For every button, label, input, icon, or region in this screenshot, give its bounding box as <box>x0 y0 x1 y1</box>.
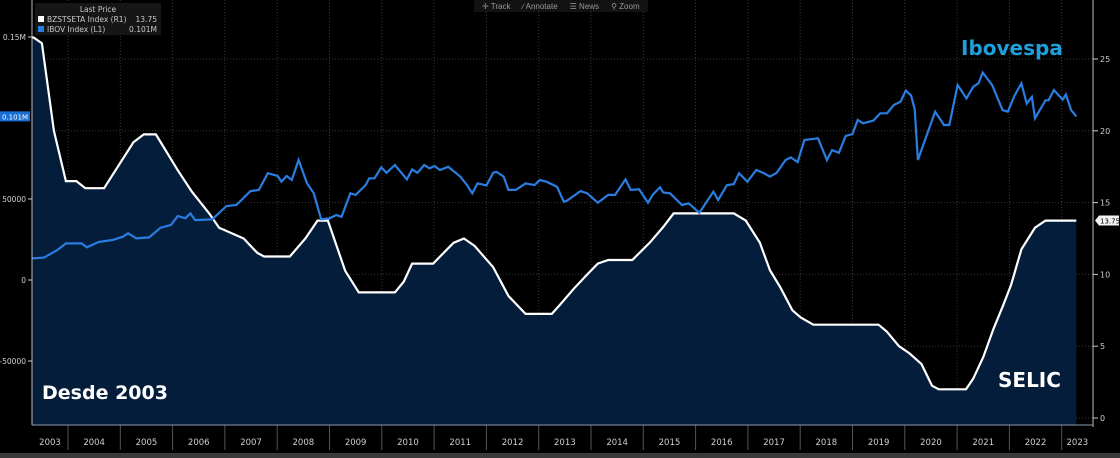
x-tick-label-2021: 2021 <box>972 438 994 448</box>
x-tick-label-2014: 2014 <box>606 438 628 448</box>
news-label: News <box>579 1 600 11</box>
selic-line <box>32 36 1077 391</box>
x-tick-label-2019: 2019 <box>868 438 890 448</box>
legend-value: 0.101M <box>129 24 157 34</box>
x-tick-label-2008: 2008 <box>293 438 315 448</box>
selic-area-fill <box>32 37 1077 425</box>
x-tick-label-2016: 2016 <box>711 438 733 448</box>
selic-annotation: SELIC <box>998 368 1061 392</box>
track-label: Track <box>490 1 511 11</box>
legend-item-selic[interactable]: BZSTSETA Index (R1) 13.75 <box>35 14 161 24</box>
x-tick-label-2013: 2013 <box>554 438 576 448</box>
legend-item-ibov[interactable]: IBOV Index (L1) 0.101M <box>35 24 161 34</box>
x-tick-label-2020: 2020 <box>920 438 942 448</box>
x-tick-label-2012: 2012 <box>502 438 524 448</box>
x-tick-label-2004: 2004 <box>83 438 105 448</box>
x-tick-label-2018: 2018 <box>816 438 838 448</box>
x-tick-label-2023: 2023 <box>1067 438 1089 448</box>
annotate-button[interactable]: ∕ Annotate <box>522 1 558 11</box>
x-tick-label-2007: 2007 <box>240 438 262 448</box>
x-tick-label-2011: 2011 <box>449 438 471 448</box>
legend-name: IBOV Index (L1) <box>47 24 106 34</box>
track-button[interactable]: ✛ Track <box>482 1 511 11</box>
annotate-label: Annotate <box>525 1 558 11</box>
since-annotation: Desde 2003 <box>42 382 168 404</box>
ibovespa-annotation: Ibovespa <box>961 36 1063 60</box>
legend-swatch-selic <box>38 16 44 22</box>
x-tick-label-2003: 2003 <box>39 438 61 448</box>
selic-last-value-tag <box>1095 215 1119 226</box>
x-tick-label-2009: 2009 <box>345 438 367 448</box>
ibov-last-value: 0.101M <box>2 113 28 121</box>
left-tick-label: 0.15M <box>3 33 26 42</box>
selic-last-value: 13.75 <box>1100 218 1120 226</box>
left-tick-label: 50000 <box>2 195 26 204</box>
x-tick-label-2006: 2006 <box>188 438 210 448</box>
zoom-label: Zoom <box>619 1 640 11</box>
legend-name: BZSTSETA Index (R1) <box>47 14 127 24</box>
x-tick-label-2005: 2005 <box>136 438 158 448</box>
news-button[interactable]: ☰ News <box>569 1 600 11</box>
chart-toolbar: ✛ Track ∕ Annotate ☰ News ⚲ Zoom <box>474 0 648 12</box>
ibovespa-line <box>32 70 1078 260</box>
x-tick-label-2015: 2015 <box>659 438 681 448</box>
right-tick-label: 20 <box>1100 127 1110 136</box>
tick-labels: 2003 2004 2005 2006 2007 2008 2009 2010 2011 2012… <box>0 33 1120 448</box>
right-tick-label: 10 <box>1100 270 1110 279</box>
x-tick-label-2010: 2010 <box>397 438 419 448</box>
x-tick-label-2017: 2017 <box>763 438 785 448</box>
left-tick-label: -50000 <box>0 357 26 366</box>
x-tick-label-2022: 2022 <box>1025 438 1047 448</box>
left-tick-label: 0 <box>21 276 26 285</box>
ibov-last-value-tag <box>0 111 30 122</box>
legend: Last Price BZSTSETA Index (R1) 13.75 IBO… <box>35 3 161 35</box>
right-tick-label: 0 <box>1100 414 1105 423</box>
right-tick-label: 15 <box>1100 199 1110 208</box>
right-tick-label: 5 <box>1100 342 1105 351</box>
legend-title: Last Price <box>79 5 117 14</box>
bottom-scrollbar[interactable] <box>0 453 1120 458</box>
zoom-button[interactable]: ⚲ Zoom <box>611 1 640 11</box>
legend-swatch-ibov <box>38 26 44 32</box>
right-tick-label: 25 <box>1100 55 1110 64</box>
legend-value: 13.75 <box>135 14 157 24</box>
